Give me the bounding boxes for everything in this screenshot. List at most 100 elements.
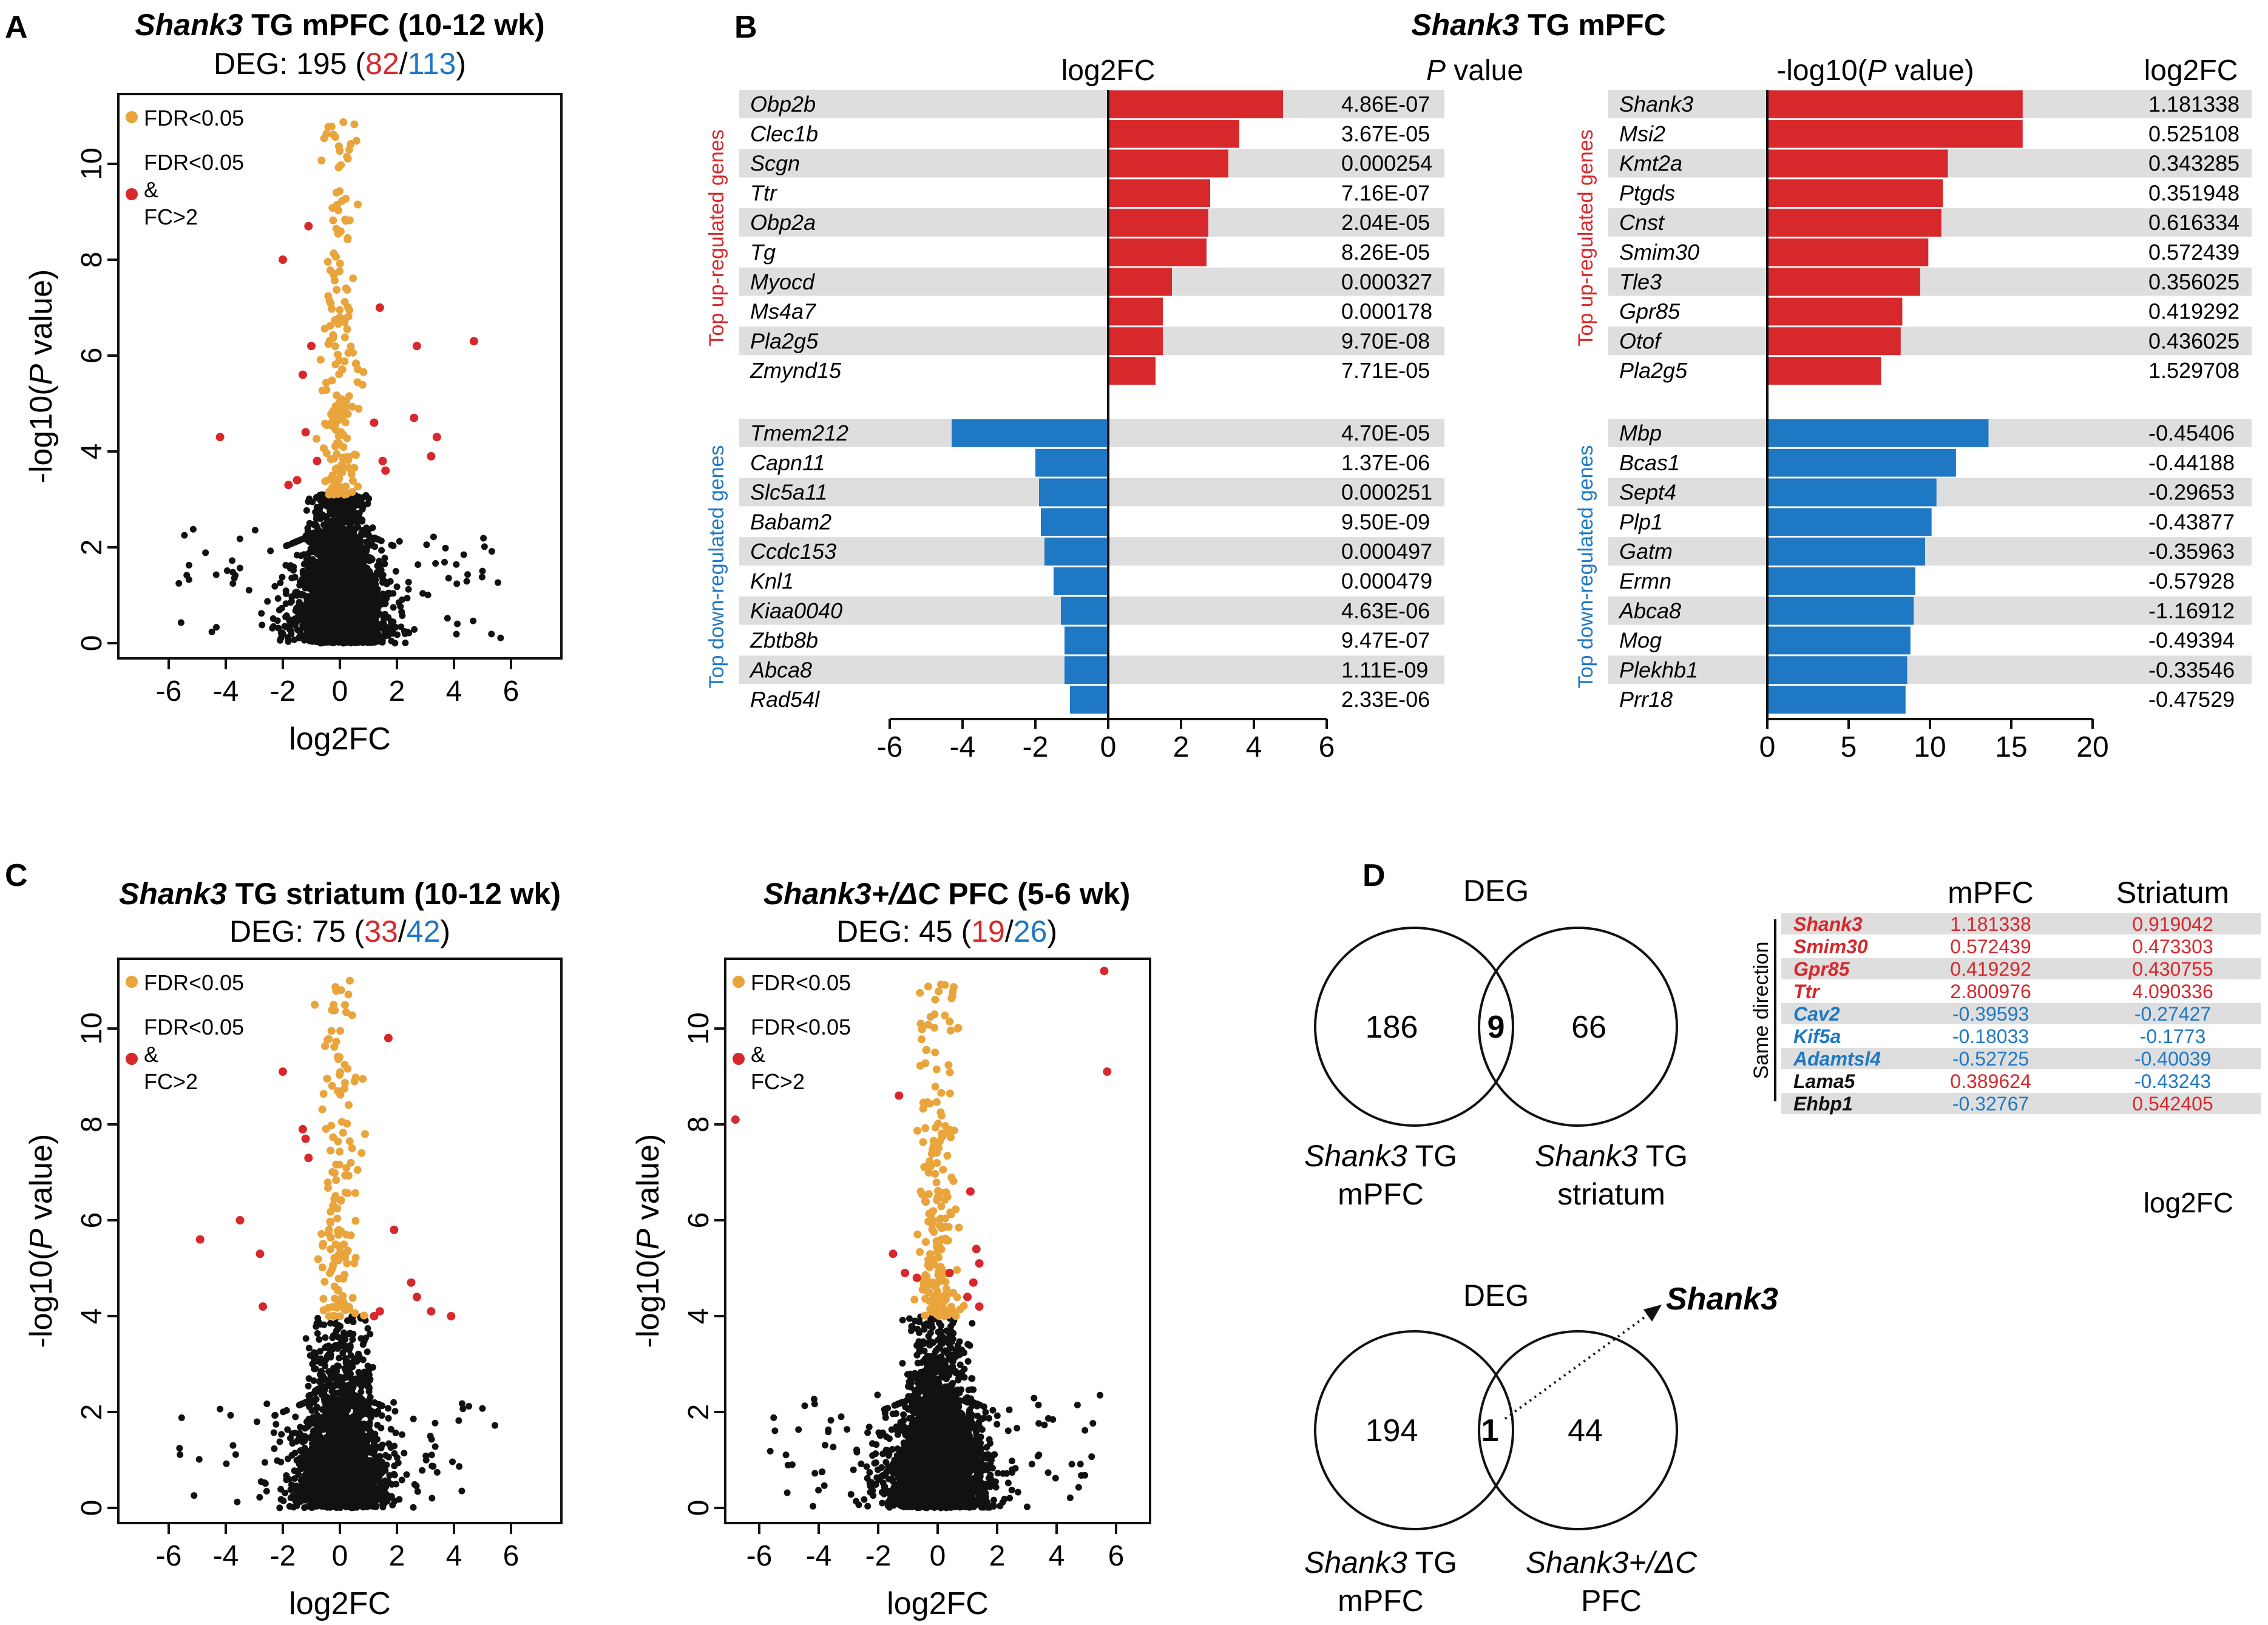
- down-bar: [1767, 656, 1907, 684]
- background-point: [302, 535, 309, 542]
- row-value: 0.000254: [1341, 151, 1432, 176]
- row-value: -0.29653: [2148, 480, 2235, 505]
- background-point: [339, 1335, 346, 1342]
- down-bar: [1767, 478, 1937, 507]
- background-point: [445, 575, 452, 582]
- fdr-point: [337, 428, 345, 436]
- gene-label: Ccdc153: [750, 539, 836, 564]
- fdr-point: [344, 235, 352, 243]
- gene-label: Bcas1: [1619, 450, 1680, 475]
- fdr-point: [349, 274, 357, 283]
- down-bar: [1061, 596, 1108, 625]
- fdr-point: [345, 392, 353, 400]
- background-point: [284, 1426, 291, 1433]
- background-point: [323, 599, 330, 606]
- background-point: [353, 555, 361, 562]
- background-point: [401, 1450, 408, 1457]
- row-value: 7.16E-07: [1341, 180, 1430, 205]
- background-point: [355, 639, 362, 646]
- row-value: 4.63E-06: [1341, 598, 1430, 623]
- legend-fdr-fc-label: &: [144, 177, 158, 202]
- background-point: [322, 609, 329, 616]
- background-point: [405, 578, 412, 586]
- background-point: [381, 560, 388, 567]
- panel-b-title: Shank3 TG mPFC: [1411, 8, 1666, 42]
- background-point: [464, 571, 472, 578]
- legend-fdr-fc-label: FDR<0.05: [144, 1015, 244, 1039]
- column-header-value: log2FC: [2144, 55, 2238, 87]
- down-bar: [1767, 448, 1956, 477]
- background-point: [356, 1445, 363, 1453]
- background-point: [339, 556, 346, 564]
- background-point: [330, 508, 337, 515]
- down-bar: [952, 419, 1108, 447]
- gene-label: Mbp: [1619, 421, 1662, 445]
- background-point: [327, 1382, 334, 1389]
- up-group-label: Top up-regulated genes: [1574, 129, 1597, 346]
- up-bar: [1108, 179, 1210, 208]
- row-value: 0.000251: [1341, 480, 1432, 505]
- fdr-point: [340, 298, 349, 306]
- fdr-point: [331, 442, 339, 451]
- down-bar: [1065, 656, 1108, 684]
- background-point: [251, 527, 259, 534]
- x-tick-label: -6: [156, 675, 182, 708]
- gene-label: Ptgds: [1619, 180, 1675, 205]
- row-value: 2.33E-06: [1341, 687, 1430, 712]
- gene-label: Smim30: [1619, 240, 1699, 265]
- background-point: [366, 1427, 373, 1434]
- background-point: [453, 630, 460, 638]
- background-point: [269, 615, 277, 623]
- fdr-point: [331, 276, 339, 285]
- gene-label: Rad54l: [750, 687, 820, 712]
- background-point: [373, 611, 381, 618]
- background-point: [378, 1412, 385, 1419]
- row-band: [739, 267, 1444, 296]
- background-point: [442, 544, 449, 552]
- gene-label: Tle3: [1619, 269, 1662, 294]
- fdr-fc-point: [215, 433, 225, 442]
- up-bar: [1767, 268, 1920, 296]
- fdr-point: [354, 405, 363, 413]
- fdr-point: [350, 120, 359, 129]
- x-tick-label: 15: [1995, 731, 2027, 763]
- gene-label: Clec1b: [750, 121, 818, 146]
- background-point: [497, 634, 504, 641]
- gene-label: Tg: [750, 240, 776, 265]
- panel-c-right-deg-count: DEG: 45 (19/26): [836, 914, 1057, 948]
- background-point: [373, 535, 381, 542]
- background-point: [405, 586, 412, 593]
- background-point: [181, 532, 188, 539]
- y-tick-label: 4: [76, 444, 108, 460]
- x-tick-label: 4: [446, 675, 462, 708]
- background-point: [297, 1447, 304, 1454]
- background-point: [276, 1504, 283, 1512]
- legend-fdr-fc-label: FDR<0.05: [144, 150, 244, 175]
- background-point: [374, 1422, 381, 1429]
- fdr-point: [354, 200, 362, 209]
- background-point: [345, 1402, 352, 1409]
- fdr-point: [330, 249, 338, 258]
- background-point: [303, 507, 310, 514]
- background-point: [277, 1496, 285, 1503]
- legend-fdr-fc-label: FC>2: [144, 1069, 198, 1094]
- fdr-point: [344, 154, 352, 163]
- gene-label: Pla2g5: [1619, 358, 1688, 383]
- background-point: [314, 626, 322, 633]
- background-point: [312, 1406, 319, 1413]
- background-point: [444, 615, 451, 622]
- background-point: [296, 581, 303, 589]
- background-point: [345, 590, 352, 597]
- background-point: [322, 1334, 329, 1341]
- panel-c-left-deg-count: DEG: 75 (33/42): [229, 914, 450, 948]
- background-point: [299, 570, 306, 577]
- background-point: [353, 499, 361, 507]
- fdr-point: [316, 356, 325, 364]
- fdr-point: [335, 370, 344, 379]
- background-point: [340, 1436, 348, 1443]
- background-point: [369, 638, 376, 645]
- fdr-point: [333, 200, 341, 209]
- gene-label: Abca8: [1618, 598, 1681, 623]
- background-point: [330, 620, 337, 627]
- fdr-point: [343, 325, 351, 333]
